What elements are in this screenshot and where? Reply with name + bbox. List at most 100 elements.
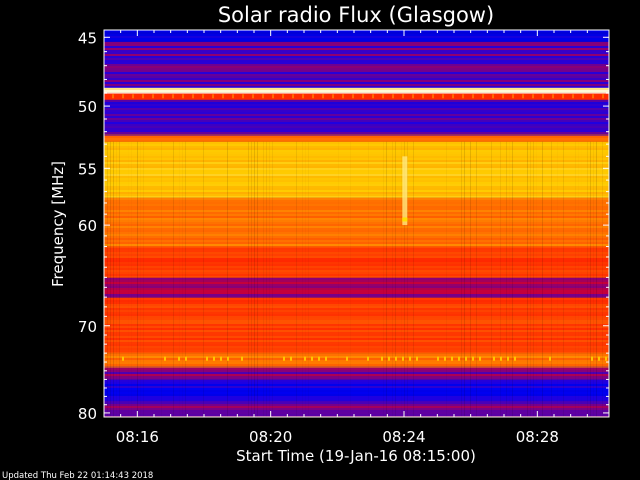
streak	[530, 141, 531, 417]
streak	[257, 141, 258, 417]
streak	[248, 141, 249, 417]
speck	[178, 356, 180, 361]
texture-row	[104, 212, 609, 214]
texture-row	[104, 268, 609, 270]
streak	[557, 142, 558, 417]
texture-row	[104, 300, 609, 302]
streak	[461, 141, 462, 417]
periodic-spike	[552, 94, 554, 99]
texture-row	[104, 130, 609, 132]
streak	[395, 141, 396, 417]
speck	[318, 356, 320, 361]
streak	[266, 141, 267, 417]
streak	[542, 141, 543, 417]
texture-row	[104, 238, 609, 240]
streak	[551, 141, 552, 417]
texture-row	[104, 334, 609, 336]
y-axis-label: Frequency [MHz]	[49, 161, 67, 287]
texture-row	[104, 204, 609, 206]
speck	[367, 356, 369, 361]
periodic-spike	[422, 94, 424, 99]
texture-row	[104, 372, 609, 374]
x-tick-label: 08:24	[382, 428, 425, 446]
periodic-spike	[172, 94, 174, 99]
streak	[491, 141, 492, 417]
texture-row	[104, 236, 609, 238]
periodic-spike	[142, 94, 144, 99]
speck	[500, 356, 502, 361]
texture-row	[104, 256, 609, 258]
texture-row	[104, 214, 609, 216]
texture-row	[104, 160, 609, 162]
texture-row	[104, 40, 609, 42]
periodic-spike	[132, 94, 134, 99]
texture-row	[104, 156, 609, 158]
texture-row	[104, 182, 609, 184]
x-tick-label: 08:20	[249, 428, 292, 446]
streak	[179, 142, 180, 417]
texture-row	[104, 226, 609, 228]
speck	[381, 356, 383, 361]
speck	[451, 356, 453, 361]
streak	[404, 141, 405, 417]
x-tick-label: 08:28	[516, 428, 559, 446]
texture-row	[104, 144, 609, 146]
periodic-spike	[212, 94, 214, 99]
texture-row	[104, 102, 609, 104]
texture-row	[104, 70, 609, 72]
periodic-spike	[472, 94, 474, 99]
streak	[509, 142, 510, 417]
streak	[251, 141, 252, 417]
x-axis: 08:16 08:20 08:24 08:28	[116, 30, 588, 446]
texture-row	[104, 50, 609, 52]
texture-row	[104, 310, 609, 312]
streak	[185, 141, 186, 417]
texture-row	[104, 186, 609, 188]
texture-row	[104, 62, 609, 64]
texture-row	[104, 148, 609, 150]
periodic-spike	[452, 94, 454, 99]
streak	[254, 141, 255, 417]
texture-row	[104, 112, 609, 114]
speck	[241, 356, 243, 361]
texture-row	[104, 120, 609, 122]
periodic-spike	[222, 94, 224, 99]
texture-row	[104, 378, 609, 380]
streak	[269, 141, 270, 417]
texture-row	[104, 30, 609, 32]
speck	[311, 356, 313, 361]
speck	[402, 356, 404, 361]
texture-row	[104, 36, 609, 38]
texture-row	[104, 154, 609, 156]
texture-row	[104, 332, 609, 334]
speck	[479, 356, 481, 361]
streak	[350, 142, 351, 417]
texture-row	[104, 294, 609, 296]
texture-row	[104, 194, 609, 196]
streak	[296, 141, 297, 417]
texture-row	[104, 384, 609, 386]
texture-row	[104, 202, 609, 204]
texture-row	[104, 88, 609, 90]
texture-row	[104, 374, 609, 376]
streak	[536, 142, 537, 417]
texture-row	[104, 164, 609, 166]
texture-row	[104, 362, 609, 364]
texture-row	[104, 80, 609, 82]
speck	[437, 356, 439, 361]
texture-row	[104, 66, 609, 68]
texture-row	[104, 386, 609, 388]
texture-row	[104, 264, 609, 266]
speck	[227, 356, 229, 361]
texture-row	[104, 390, 609, 392]
texture-row	[104, 86, 609, 88]
texture-row	[104, 326, 609, 328]
texture-row	[104, 190, 609, 192]
texture-row	[104, 98, 609, 100]
texture-row	[104, 352, 609, 354]
texture-row	[104, 34, 609, 36]
plot-frame	[103, 29, 610, 418]
texture-row	[104, 208, 609, 210]
texture-row	[104, 272, 609, 274]
texture-row	[104, 304, 609, 306]
